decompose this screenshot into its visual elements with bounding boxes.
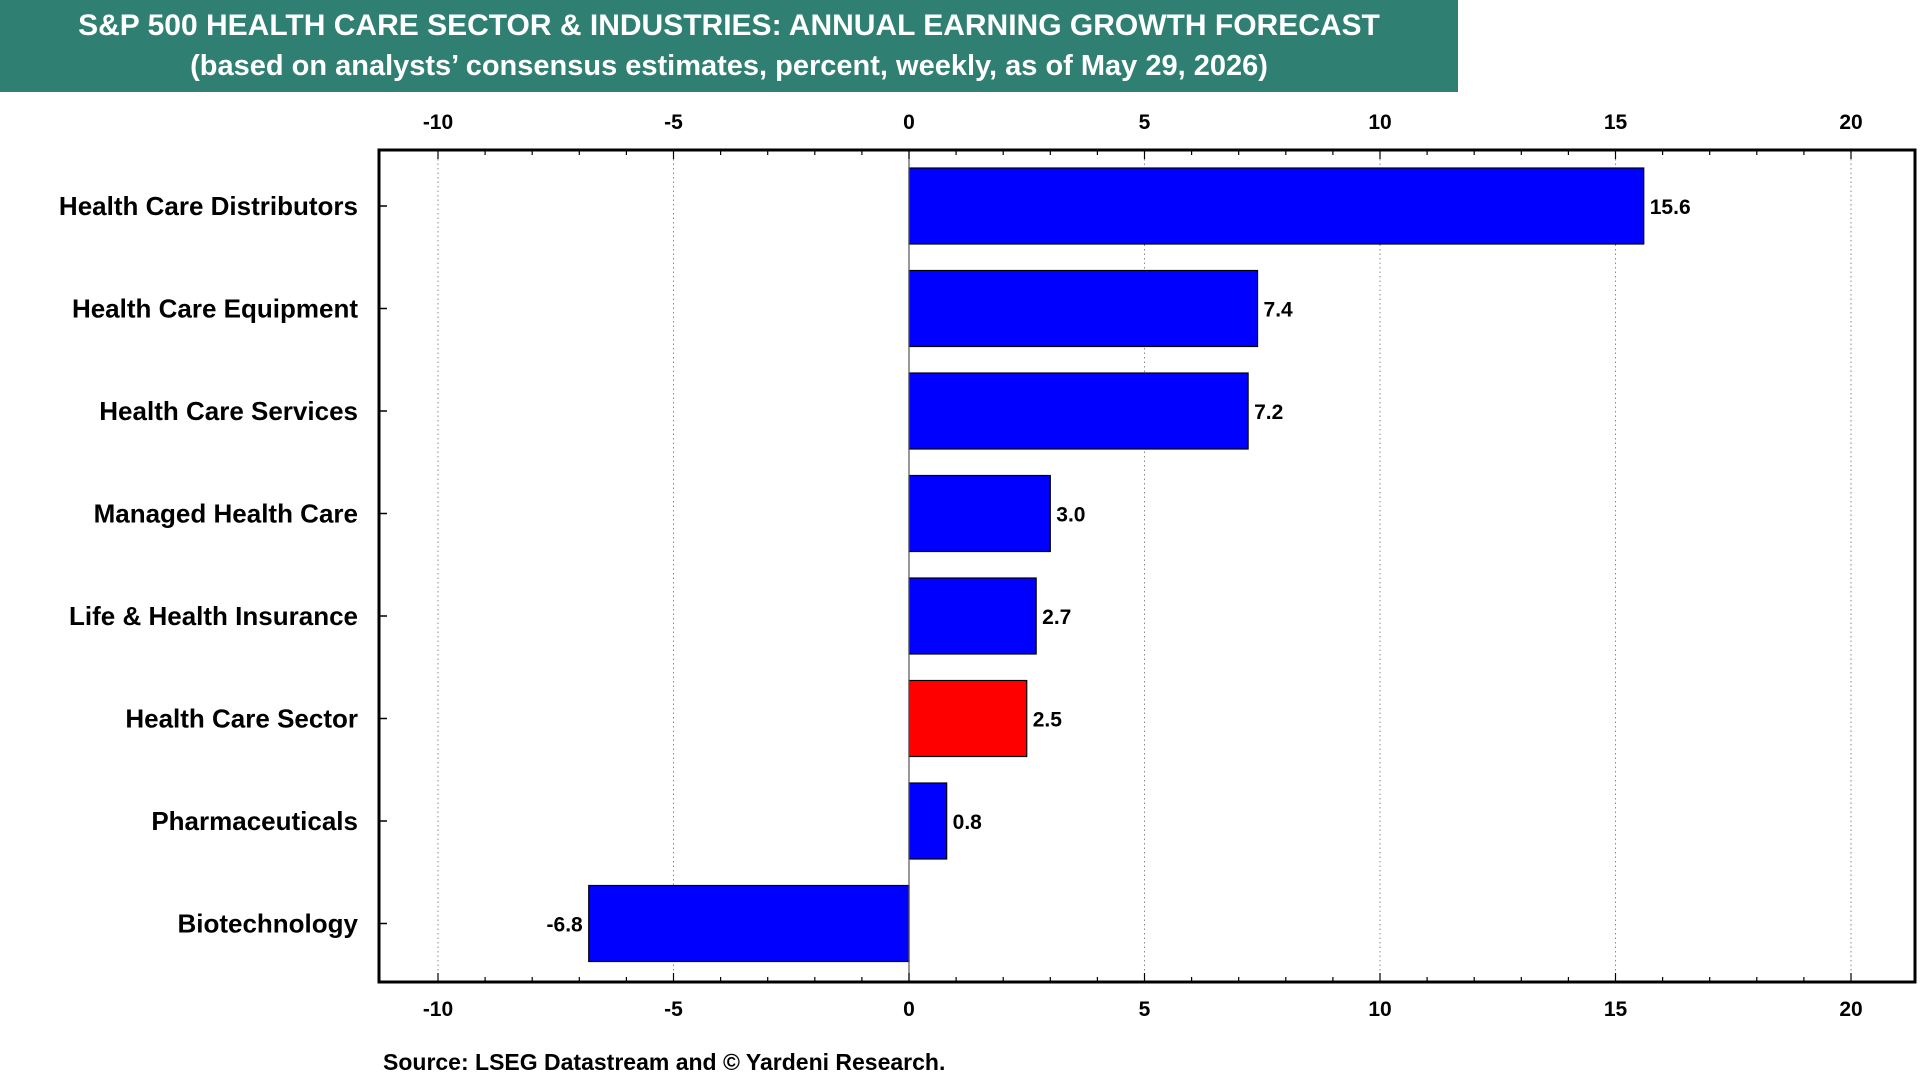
bar-4: [908, 577, 1037, 655]
grid-lines: [437, 150, 1852, 982]
bar-7: [588, 884, 910, 963]
bar-2: [908, 372, 1249, 450]
value-label-5: 2.5: [1033, 709, 1063, 732]
x-tick-label-top-4: 10: [1368, 111, 1391, 134]
x-tick-label-top-0: -10: [423, 111, 453, 134]
bar-1: [908, 269, 1259, 348]
x-tick-label-bottom-4: 10: [1368, 998, 1391, 1021]
value-label-0: 15.6: [1650, 196, 1691, 219]
chart-subtitle: (based on analysts’ consensus estimates,…: [190, 50, 1268, 82]
category-label-1: Health Care Equipment: [72, 294, 358, 324]
x-tick-label-bottom-2: 0: [903, 998, 915, 1021]
bar-6: [908, 782, 948, 860]
value-labels: 15.6 7.4 7.2 3.0 2.7 2.5 0.8 -6.8: [547, 196, 1691, 937]
category-label-4: Life & Health Insurance: [69, 601, 358, 631]
x-tick-label-bottom-6: 20: [1839, 998, 1862, 1021]
x-tick-label-bottom-0: -10: [423, 998, 453, 1021]
value-label-4: 2.7: [1042, 606, 1071, 629]
chart-title: S&P 500 HEALTH CARE SECTOR & INDUSTRIES:…: [78, 9, 1380, 42]
bar-5: [908, 679, 1028, 758]
x-tick-label-bottom-3: 5: [1139, 998, 1151, 1021]
value-label-7: -6.8: [547, 914, 584, 937]
x-tick-label-top-5: 15: [1604, 111, 1628, 134]
axis-ticks: [379, 150, 1852, 982]
category-label-6: Pharmaceuticals: [151, 806, 358, 836]
category-label-0: Health Care Distributors: [59, 191, 358, 221]
category-label-5: Health Care Sector: [125, 704, 358, 734]
bars: [588, 167, 1645, 963]
value-label-6: 0.8: [953, 811, 983, 834]
x-axis-top: -10 -5 0 5 10 15 20: [423, 111, 1863, 134]
chart-title-banner: S&P 500 HEALTH CARE SECTOR & INDUSTRIES:…: [0, 0, 1458, 92]
bar-3: [908, 474, 1051, 553]
x-axis-bottom: -10 -5 0 5 10 15 20: [423, 998, 1863, 1021]
category-labels: Health Care Distributors Health Care Equi…: [59, 191, 359, 939]
x-tick-label-bottom-1: -5: [664, 998, 683, 1021]
category-label-3: Managed Health Care: [94, 499, 358, 529]
category-label-2: Health Care Services: [99, 396, 358, 426]
plot-frame: [377, 148, 1917, 984]
value-label-2: 7.2: [1254, 401, 1283, 424]
bar-0: [908, 167, 1645, 245]
x-tick-label-top-1: -5: [664, 111, 683, 134]
category-label-7: Biotechnology: [177, 909, 358, 939]
value-label-3: 3.0: [1056, 504, 1085, 527]
value-label-1: 7.4: [1264, 299, 1294, 322]
source-note: Source: LSEG Datastream and © Yardeni Re…: [383, 1049, 946, 1075]
x-tick-label-bottom-5: 15: [1604, 998, 1628, 1021]
x-tick-label-top-2: 0: [903, 111, 915, 134]
x-tick-label-top-3: 5: [1139, 111, 1151, 134]
x-tick-label-top-6: 20: [1839, 111, 1862, 134]
